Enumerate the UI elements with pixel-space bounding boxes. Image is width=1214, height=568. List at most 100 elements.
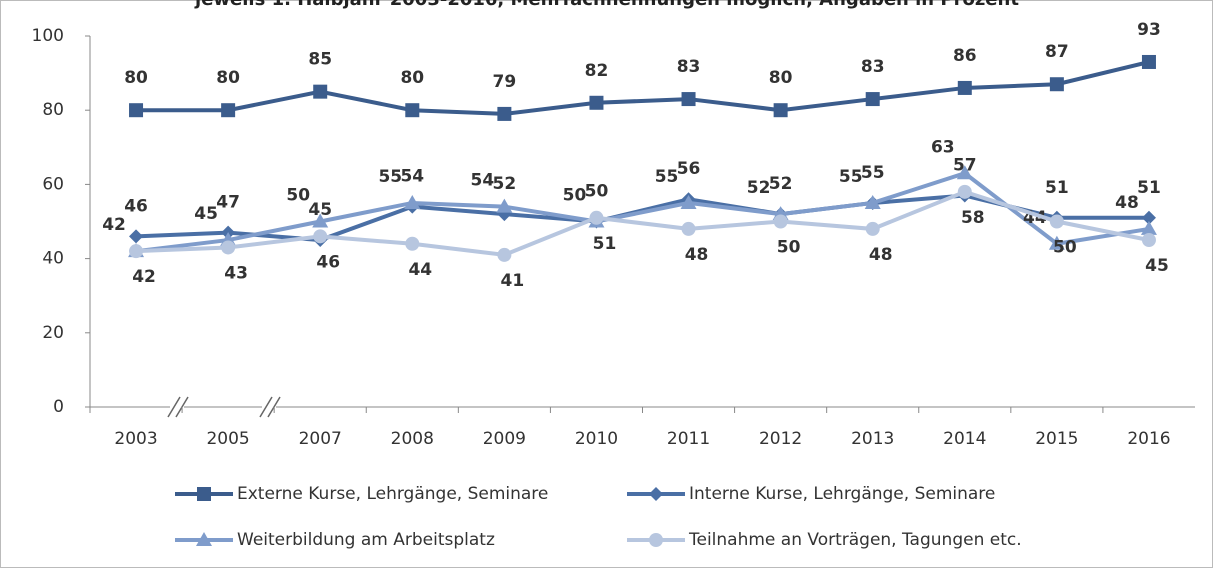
marker <box>1141 210 1156 225</box>
data-label: 93 <box>1137 20 1161 40</box>
data-label: 86 <box>953 46 977 66</box>
marker <box>1048 235 1065 250</box>
marker <box>197 487 211 501</box>
marker <box>221 103 236 118</box>
y-tick-label: 40 <box>42 249 64 269</box>
data-label: 48 <box>1115 193 1139 213</box>
marker <box>957 80 972 95</box>
series-line <box>135 189 1150 257</box>
marker <box>1140 220 1157 235</box>
data-label: 42 <box>132 267 156 287</box>
data-label: 80 <box>769 68 793 88</box>
marker <box>957 184 972 199</box>
chart-subtitle: jeweils 1. Halbjahr 2003-2016, Mehrfachn… <box>194 0 1019 10</box>
data-label: 55 <box>839 167 863 187</box>
y-tick-label: 100 <box>32 26 64 46</box>
data-label: 83 <box>677 57 701 77</box>
marker <box>1141 233 1156 248</box>
data-label: 48 <box>685 245 709 265</box>
x-tick-label: 2009 <box>483 429 526 449</box>
x-tick-label: 2015 <box>1035 429 1078 449</box>
marker <box>405 236 420 251</box>
legend-label: Interne Kurse, Lehrgänge, Seminare <box>689 484 995 504</box>
marker <box>773 103 788 118</box>
marker <box>404 194 421 209</box>
data-label: 82 <box>585 61 609 81</box>
y-tick-label: 60 <box>42 174 64 194</box>
marker <box>497 247 512 262</box>
data-label: 52 <box>769 174 793 194</box>
x-tick-label: 2005 <box>206 429 249 449</box>
data-label: 52 <box>493 174 517 194</box>
marker <box>1049 77 1064 92</box>
series-line <box>135 171 1150 254</box>
x-tick-label: 2012 <box>759 429 802 449</box>
marker <box>865 92 880 107</box>
marker <box>681 92 696 107</box>
data-label: 80 <box>400 68 424 88</box>
marker <box>129 229 144 244</box>
legend-label: Externe Kurse, Lehrgänge, Seminare <box>237 484 548 504</box>
data-label: 44 <box>408 260 432 280</box>
data-label: 58 <box>961 208 985 228</box>
marker <box>773 214 788 229</box>
x-tick-label: 2011 <box>667 429 710 449</box>
data-label: 42 <box>102 215 126 235</box>
marker <box>1141 54 1156 69</box>
marker <box>496 198 513 213</box>
data-label: 45 <box>308 200 332 220</box>
data-label: 50 <box>286 186 310 206</box>
y-tick-label: 20 <box>42 323 64 343</box>
data-label: 45 <box>194 204 218 224</box>
data-label: 56 <box>677 159 701 179</box>
data-label: 51 <box>1137 178 1161 198</box>
data-label: 50 <box>777 238 801 258</box>
data-label: 46 <box>124 196 148 216</box>
data-label: 54 <box>400 167 424 187</box>
data-label: 80 <box>124 68 148 88</box>
marker <box>681 221 696 236</box>
marker <box>680 194 697 209</box>
data-label: 54 <box>471 171 495 191</box>
marker <box>196 532 212 546</box>
data-label: 51 <box>1045 178 1069 198</box>
data-label: 55 <box>378 167 402 187</box>
marker <box>129 244 144 259</box>
x-tick-label: 2010 <box>575 429 618 449</box>
x-tick-label: 2014 <box>943 429 986 449</box>
x-tick-label: 2003 <box>114 429 157 449</box>
data-label: 83 <box>861 57 885 77</box>
data-label: 85 <box>308 50 332 70</box>
marker <box>864 194 881 209</box>
marker <box>865 221 880 236</box>
marker <box>221 240 236 255</box>
marker <box>129 103 144 118</box>
series-line <box>136 60 1150 116</box>
data-label: 45 <box>1145 256 1169 276</box>
data-label: 47 <box>216 193 240 213</box>
marker <box>1049 214 1064 229</box>
y-tick-label: 0 <box>53 397 64 417</box>
marker <box>313 84 328 99</box>
x-tick-label: 2013 <box>851 429 894 449</box>
data-label: 87 <box>1045 42 1069 62</box>
x-tick-label: 2016 <box>1127 429 1170 449</box>
data-label: 55 <box>861 163 885 183</box>
marker <box>313 229 328 244</box>
data-label: 46 <box>316 252 340 272</box>
data-label: 79 <box>493 72 517 92</box>
data-label: 55 <box>655 167 679 187</box>
marker <box>405 103 420 118</box>
data-label: 51 <box>593 234 617 254</box>
legend-label: Teilnahme an Vorträgen, Tagungen etc. <box>688 530 1022 550</box>
data-label: 50 <box>1053 238 1077 258</box>
data-label: 50 <box>585 182 609 202</box>
data-label: 43 <box>224 263 248 283</box>
data-label: 50 <box>563 186 587 206</box>
x-tick-label: 2007 <box>299 429 342 449</box>
marker <box>312 213 329 228</box>
marker <box>649 487 663 501</box>
data-label: 80 <box>216 68 240 88</box>
marker <box>956 165 973 180</box>
